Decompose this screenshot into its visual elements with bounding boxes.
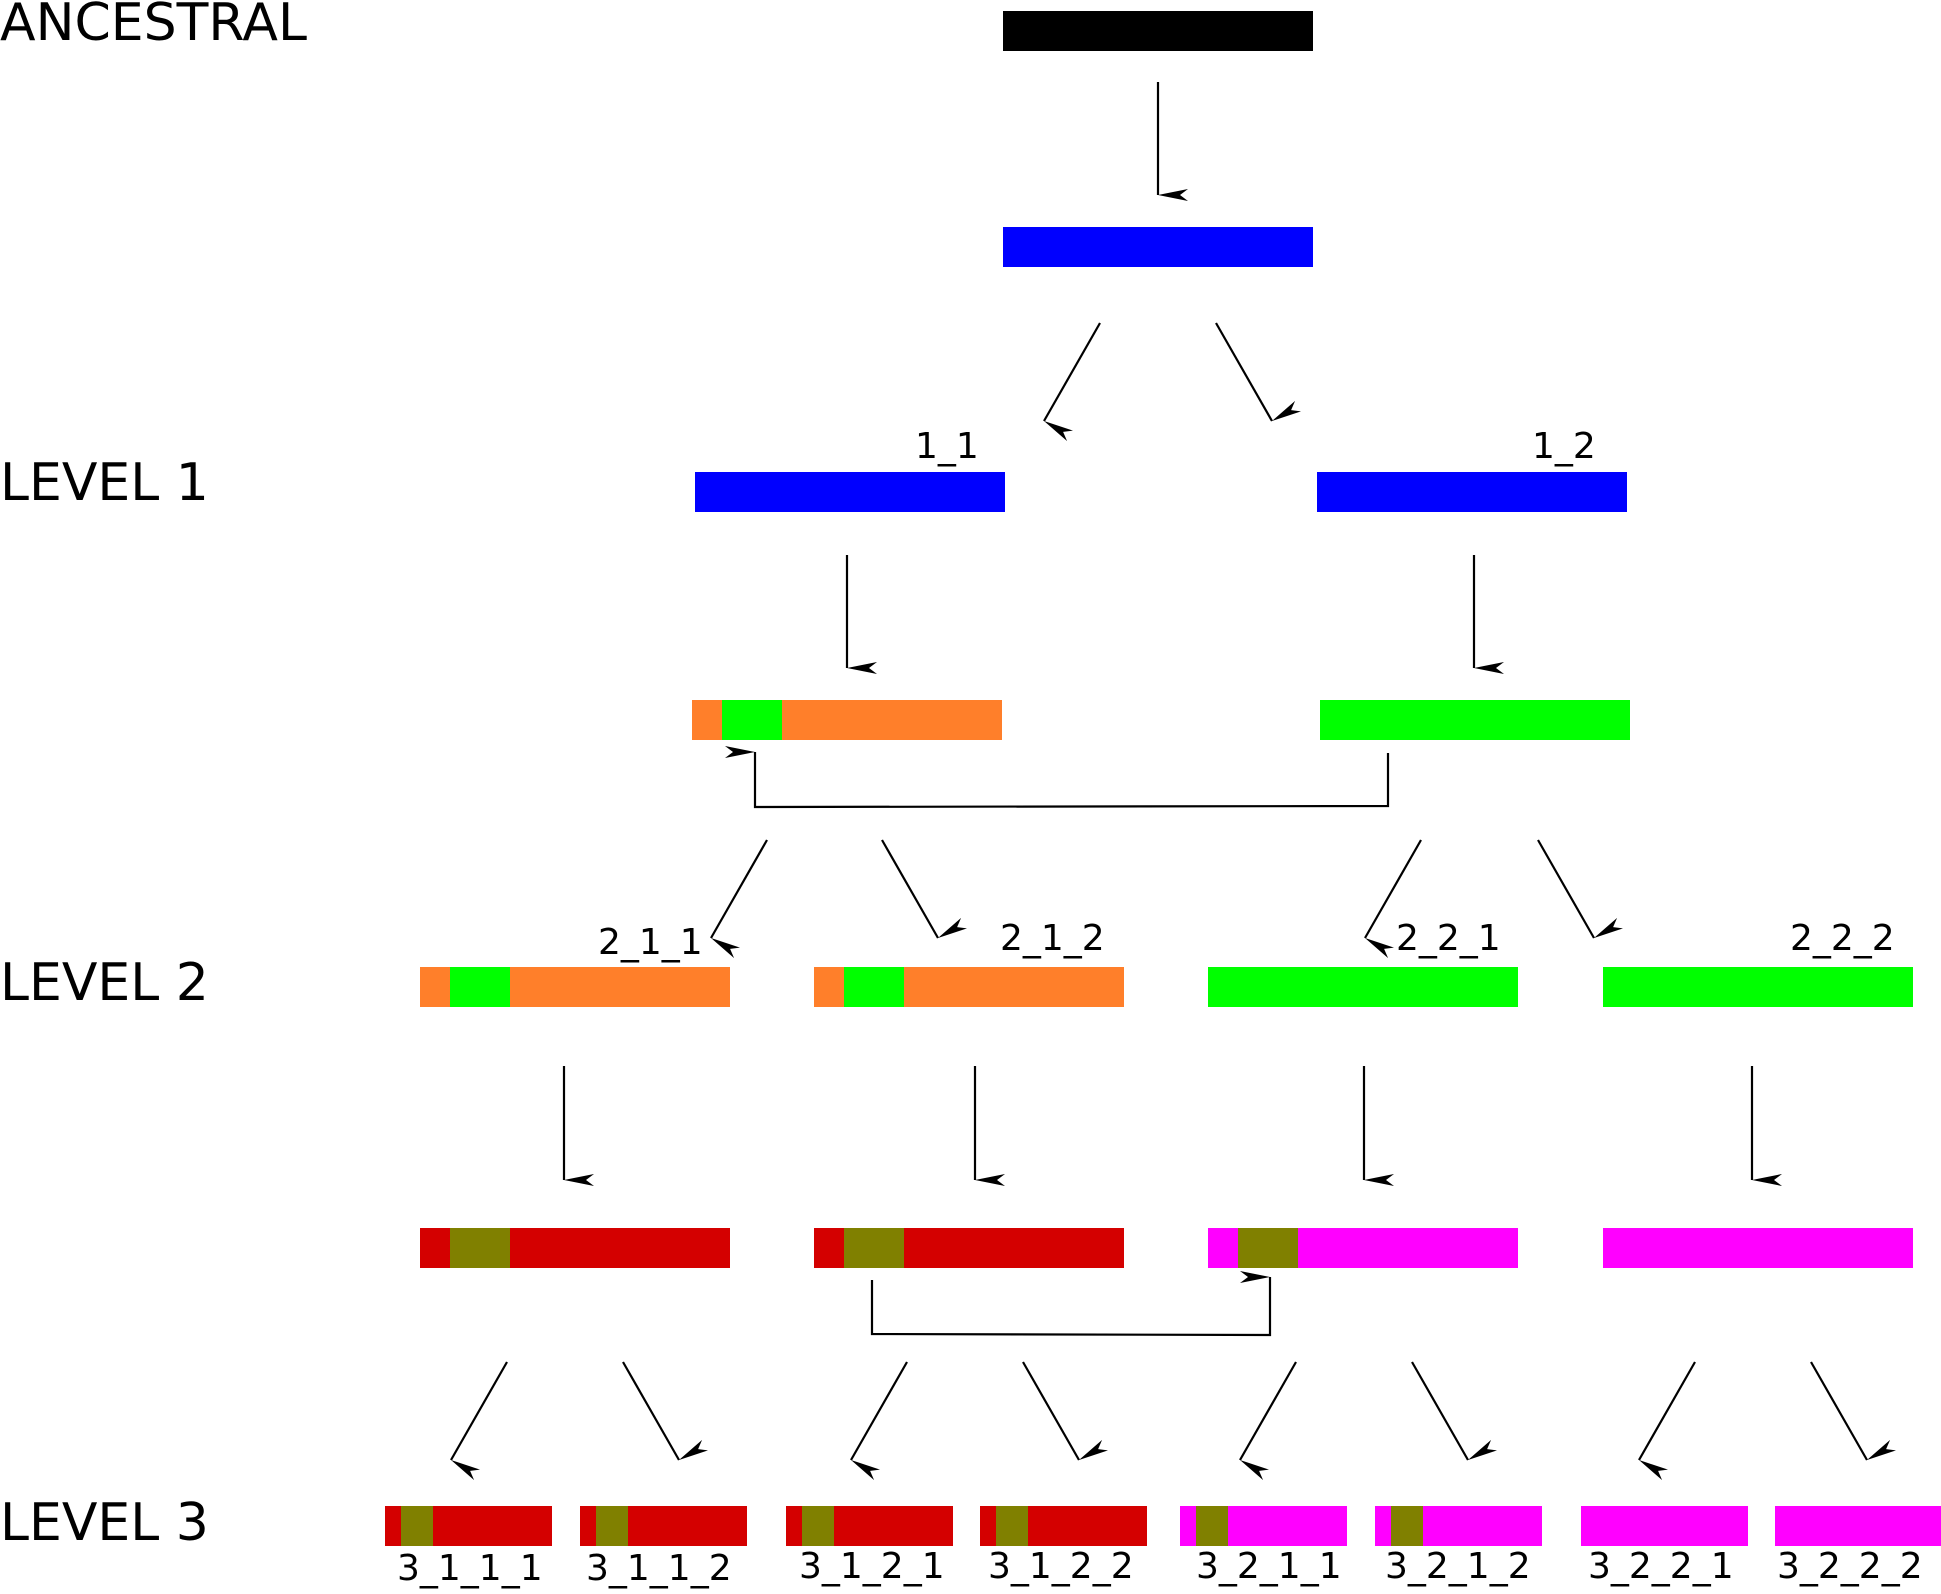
arrow-split-2-1-1 xyxy=(710,839,768,959)
transfer-arrow-level2 xyxy=(870,1271,1272,1337)
arrow-split-left xyxy=(1043,322,1101,442)
bar-segment-green xyxy=(450,967,510,1007)
bar-segment-olive xyxy=(844,1228,904,1268)
bar-2-2-2 xyxy=(1603,967,1913,1007)
bar-1-1-evolved xyxy=(692,700,1002,740)
ancestral-bar xyxy=(1003,11,1313,51)
node-label-3-2-2-2: 3_2_2_2 xyxy=(1777,1546,1923,1587)
node-label-3-1-1-1: 3_1_1_1 xyxy=(397,1548,543,1589)
bar-2-1-1-evolved xyxy=(420,1228,730,1268)
bar-2-2-2-evolved xyxy=(1603,1228,1913,1268)
bar-3-2-2-1 xyxy=(1581,1506,1748,1546)
arrow-split-3-2-1-1 xyxy=(1239,1361,1297,1481)
transfer-arrow-level1 xyxy=(725,746,1390,809)
bar-segment-green xyxy=(844,967,904,1007)
bar-2-2-1-evolved xyxy=(1208,1228,1518,1268)
bar-1-1 xyxy=(695,472,1005,512)
level-label-2: LEVEL 2 xyxy=(0,953,209,1013)
bar-3-1-1-2 xyxy=(580,1506,747,1546)
arrow-split-2-2-2 xyxy=(1537,839,1624,939)
bar-segment-transferred-green xyxy=(722,700,782,740)
ancestral-copy-bar xyxy=(1003,227,1313,267)
arrow-split-2-1-2 xyxy=(881,839,968,939)
arrow-split-2-2-1 xyxy=(1364,839,1422,959)
bar-segment-olive xyxy=(1196,1506,1228,1546)
node-label-3-1-1-2: 3_1_1_2 xyxy=(586,1548,732,1589)
bar-2-2-1 xyxy=(1208,967,1518,1007)
bar-segment-olive xyxy=(996,1506,1028,1546)
level-label-1: LEVEL 1 xyxy=(0,453,209,513)
node-label-2-1-2: 2_1_2 xyxy=(1000,918,1105,959)
node-label-3-2-1-2: 3_2_1_2 xyxy=(1385,1546,1531,1587)
arrow-split-3-1-2-1 xyxy=(850,1361,908,1481)
node-label-3-2-1-1: 3_2_1_1 xyxy=(1196,1546,1342,1587)
node-label-3-2-2-1: 3_2_2_1 xyxy=(1588,1546,1734,1587)
node-label-3-1-2-2: 3_1_2_2 xyxy=(988,1546,1134,1587)
bar-2-1-2-evolved xyxy=(814,1228,1124,1268)
bar-segment-olive xyxy=(401,1506,433,1546)
arrow-split-3-2-2-2 xyxy=(1810,1361,1897,1461)
bar-segment-olive xyxy=(596,1506,628,1546)
arrow-split-3-1-1-2 xyxy=(622,1361,709,1461)
arrow-split-3-2-1-2 xyxy=(1411,1361,1498,1461)
bar-3-2-2-2 xyxy=(1775,1506,1941,1546)
arrow-split-3-2-2-1 xyxy=(1638,1361,1696,1481)
bar-1-2-evolved xyxy=(1320,700,1630,740)
node-label-2-2-1: 2_2_1 xyxy=(1396,918,1501,959)
arrow-split-3-1-2-2 xyxy=(1022,1361,1109,1461)
arrow-split-3-1-1-1 xyxy=(450,1361,508,1481)
node-label-1-1: 1_1 xyxy=(915,426,979,467)
bar-segment-olive xyxy=(1391,1506,1423,1546)
bar-2-1-2 xyxy=(814,967,1124,1007)
level-label-ancestral: ANCESTRAL xyxy=(0,0,307,53)
bar-3-1-2-2 xyxy=(980,1506,1147,1546)
level-label-3: LEVEL 3 xyxy=(0,1493,209,1553)
node-label-2-2-2: 2_2_2 xyxy=(1790,918,1895,959)
bar-3-1-2-1 xyxy=(786,1506,953,1546)
bar-2-1-1 xyxy=(420,967,730,1007)
bar-1-2 xyxy=(1317,472,1627,512)
arrow-split-right xyxy=(1215,322,1302,422)
node-label-3-1-2-1: 3_1_2_1 xyxy=(799,1546,945,1587)
node-label-1-2: 1_2 xyxy=(1532,426,1596,467)
bar-3-2-1-1 xyxy=(1180,1506,1347,1546)
node-label-2-1-1: 2_1_1 xyxy=(598,922,703,963)
bar-segment-transferred-olive xyxy=(1238,1228,1298,1268)
bar-segment-olive xyxy=(450,1228,510,1268)
bar-segment-olive xyxy=(802,1506,834,1546)
bar-3-2-1-2 xyxy=(1375,1506,1542,1546)
bar-3-1-1-1 xyxy=(385,1506,552,1546)
